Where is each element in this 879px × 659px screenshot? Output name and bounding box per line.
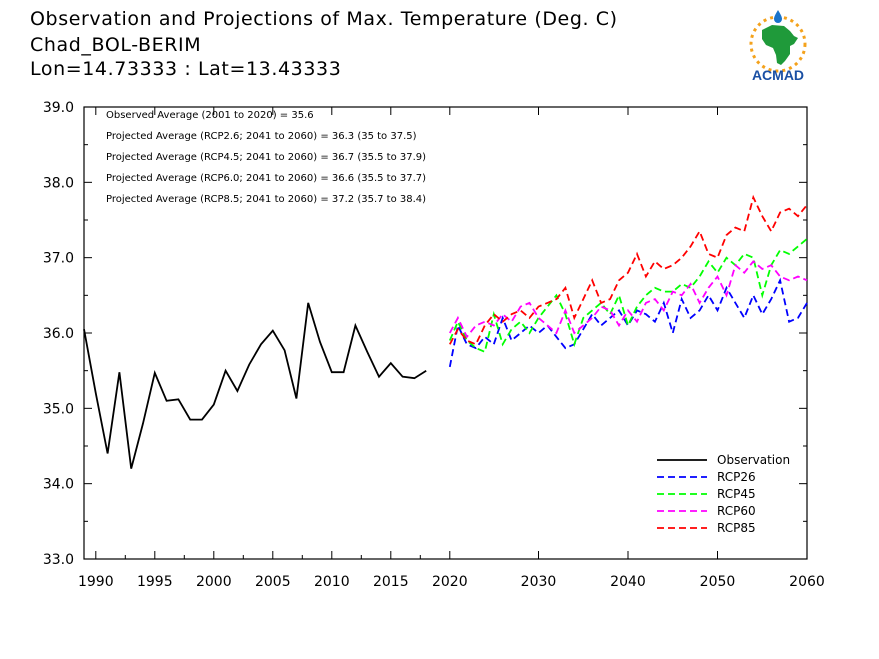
y-tick-label: 34.0 — [43, 477, 74, 493]
logo-text: ACMAD — [752, 67, 804, 83]
annotation-line: Projected Average (RCP8.5; 2041 to 2060)… — [106, 194, 426, 205]
series-rcp45-line — [448, 238, 808, 354]
annotation-line: Projected Average (RCP2.6; 2041 to 2060)… — [106, 131, 417, 142]
y-tick-label: 33.0 — [43, 552, 74, 568]
chart-title: Observation and Projections of Max. Temp… — [30, 8, 618, 30]
station-name: Chad_BOL-BERIM — [30, 34, 202, 56]
x-tick-label: 2005 — [255, 574, 291, 590]
legend-label-rcp26: RCP26 — [717, 470, 756, 484]
x-tick-label: 2015 — [373, 574, 409, 590]
x-tick-label: 1990 — [78, 574, 114, 590]
x-axis: 1990 1995 2000 2005 2010 2015 2020 2030 2040 2050… — [78, 107, 825, 590]
legend-label-rcp85: RCP85 — [717, 521, 756, 535]
y-tick-label: 35.0 — [43, 401, 74, 417]
station-coordinates: Lon=14.73333 : Lat=13.43333 — [30, 58, 342, 80]
x-tick-label: 2000 — [196, 574, 232, 590]
annotation-block: Observed Average (2001 to 2020) = 35.6 Pr… — [106, 110, 426, 205]
africa-map-icon — [762, 25, 798, 65]
annotation-line: Observed Average (2001 to 2020) = 35.6 — [106, 110, 314, 121]
annotation-line: Projected Average (RCP4.5; 2041 to 2060)… — [106, 152, 426, 163]
series-rcp85-line — [449, 194, 808, 346]
series-observation-line — [83, 302, 427, 469]
y-tick-label: 38.0 — [43, 175, 74, 191]
y-tick-label: 36.0 — [43, 326, 74, 342]
water-drop-icon — [774, 10, 782, 23]
series-rcp26-line — [448, 277, 808, 368]
series-lines — [83, 194, 808, 469]
legend-label-rcp60: RCP60 — [717, 504, 756, 518]
annotation-line: Projected Average (RCP6.0; 2041 to 2060)… — [106, 173, 426, 184]
legend-label-rcp45: RCP45 — [717, 487, 756, 501]
y-tick-label: 39.0 — [43, 100, 74, 116]
legend: Observation RCP26 RCP45 RCP60 RCP85 — [657, 453, 790, 535]
y-tick-label: 37.0 — [43, 251, 74, 267]
acmad-logo: ACMAD — [738, 8, 818, 84]
x-tick-label: 2040 — [610, 574, 646, 590]
legend-label-observation: Observation — [717, 453, 790, 467]
series-rcp60-line — [449, 260, 808, 339]
x-tick-label: 1995 — [137, 574, 173, 590]
y-axis: 33.0 34.0 35.0 36.0 37.0 38.0 39.0 — [43, 100, 807, 568]
x-tick-label: 2050 — [700, 574, 736, 590]
x-tick-label: 2030 — [521, 574, 557, 590]
x-tick-label: 2020 — [432, 574, 468, 590]
x-tick-label: 2010 — [314, 574, 350, 590]
x-tick-label: 2060 — [789, 574, 825, 590]
